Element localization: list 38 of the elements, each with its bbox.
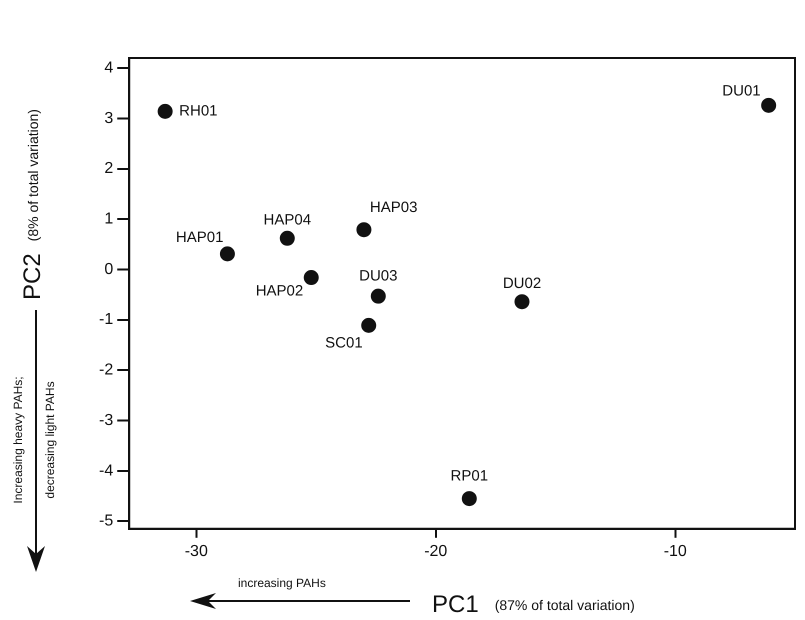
annotation: HAP02: [256, 282, 304, 300]
y-tick-label: -4: [98, 462, 114, 480]
point: [158, 104, 173, 119]
annotation: SC01: [325, 334, 363, 352]
point: [356, 222, 372, 238]
annotation: HAP03: [370, 198, 418, 216]
y-tick-label: -3: [98, 412, 114, 429]
annotation: RP01: [450, 468, 488, 485]
annotation: HAP04: [264, 211, 312, 228]
x-tick-label: -30: [184, 542, 208, 560]
text: increasing PAHs: [238, 576, 326, 590]
y-tick-label: 4: [104, 59, 114, 76]
annotation: RH01: [179, 102, 218, 120]
point: [370, 288, 386, 304]
annotation: HAP01: [176, 229, 224, 246]
y-tick-label: 0: [104, 260, 114, 278]
y-tick-label: -5: [98, 512, 114, 530]
point: [514, 294, 530, 310]
x-axis-title: PC1 (87% of total variation): [432, 591, 635, 618]
y-tick-label: 3: [104, 110, 114, 127]
x-tick-label: -10: [664, 542, 687, 560]
point: [304, 270, 319, 286]
point: [361, 318, 376, 333]
y-axis-title: PC2 (8% of total variation): [19, 109, 46, 300]
text: decreasing light PAHs: [43, 381, 57, 499]
y-tick-label: -2: [98, 362, 114, 379]
text: Increasing heavy PAHs;: [11, 376, 25, 504]
x-tick-label: -20: [424, 542, 448, 560]
point: [761, 98, 776, 113]
point: [462, 491, 477, 506]
point: [220, 246, 235, 262]
y-tick-label: -1: [98, 311, 114, 328]
y-tick-label: 2: [104, 160, 114, 178]
y-tick-label: 1: [104, 210, 114, 228]
annotation: DU01: [722, 82, 761, 100]
point: [280, 230, 295, 246]
annotation: DU03: [359, 267, 398, 284]
annotation: DU02: [502, 274, 542, 292]
